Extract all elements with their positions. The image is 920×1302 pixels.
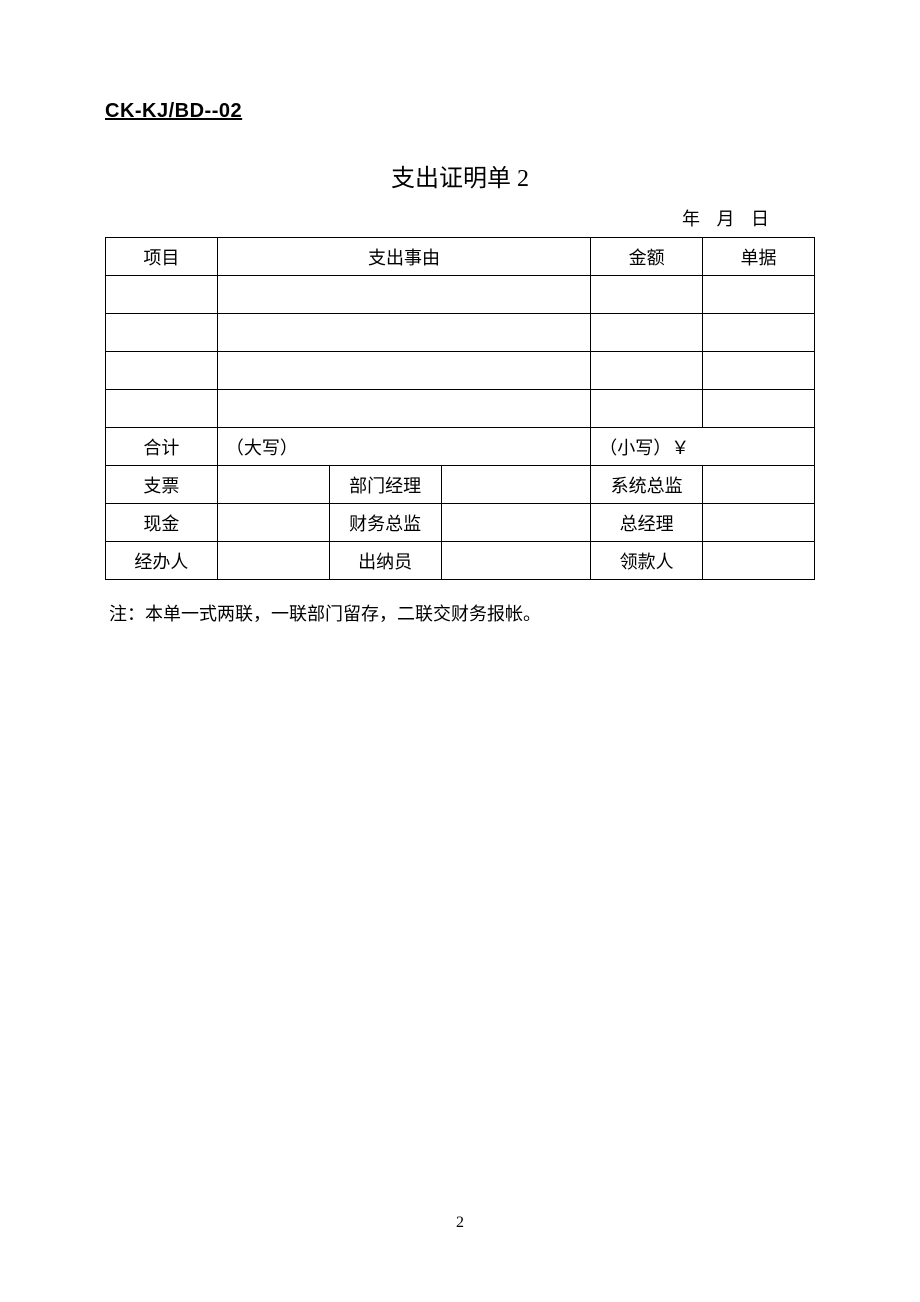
sign-sysdir-value bbox=[703, 466, 815, 504]
sign-row: 现金 财务总监 总经理 bbox=[106, 504, 815, 542]
sign-row: 支票 部门经理 系统总监 bbox=[106, 466, 815, 504]
header-receipt: 单据 bbox=[703, 238, 815, 276]
sign-cashier-label: 出纳员 bbox=[329, 542, 441, 580]
expense-table: 项目 支出事由 金额 单据 bbox=[105, 237, 815, 580]
sign-deptmgr-label: 部门经理 bbox=[329, 466, 441, 504]
page-number: 2 bbox=[0, 1214, 920, 1232]
sign-gm-value bbox=[703, 504, 815, 542]
header-reason: 支出事由 bbox=[217, 238, 590, 276]
month-label: 月 bbox=[717, 209, 741, 229]
header-row: 项目 支出事由 金额 单据 bbox=[106, 238, 815, 276]
sign-cheque-label: 支票 bbox=[106, 466, 218, 504]
cell-reason bbox=[217, 352, 590, 390]
sign-payee-value bbox=[703, 542, 815, 580]
cell-receipt bbox=[703, 314, 815, 352]
sign-cash-value bbox=[217, 504, 329, 542]
cell-receipt bbox=[703, 390, 815, 428]
document-title: 支出证明单 2 bbox=[105, 158, 815, 193]
footnote: 注：本单一式两联，一联部门留存，二联交财务报帐。 bbox=[105, 600, 815, 626]
cell-item bbox=[106, 314, 218, 352]
cell-reason bbox=[217, 390, 590, 428]
sign-cfo-label: 财务总监 bbox=[329, 504, 441, 542]
table-row bbox=[106, 276, 815, 314]
cell-item bbox=[106, 276, 218, 314]
cell-reason bbox=[217, 276, 590, 314]
total-lowercase: （小写）￥ bbox=[591, 428, 815, 466]
cell-receipt bbox=[703, 276, 815, 314]
cell-amount bbox=[591, 352, 703, 390]
table-row bbox=[106, 352, 815, 390]
sign-gm-label: 总经理 bbox=[591, 504, 703, 542]
date-line: 年 月 日 bbox=[105, 205, 815, 231]
sign-handler-label: 经办人 bbox=[106, 542, 218, 580]
header-item: 项目 bbox=[106, 238, 218, 276]
cell-item bbox=[106, 352, 218, 390]
sign-handler-value bbox=[217, 542, 329, 580]
sign-sysdir-label: 系统总监 bbox=[591, 466, 703, 504]
header-amount: 金额 bbox=[591, 238, 703, 276]
year-label: 年 bbox=[682, 209, 706, 229]
cell-receipt bbox=[703, 352, 815, 390]
cell-amount bbox=[591, 276, 703, 314]
cell-item bbox=[106, 390, 218, 428]
day-label: 日 bbox=[751, 209, 775, 229]
sign-deptmgr-value bbox=[441, 466, 591, 504]
cell-amount bbox=[591, 314, 703, 352]
sign-payee-label: 领款人 bbox=[591, 542, 703, 580]
table-row bbox=[106, 314, 815, 352]
sign-cheque-value bbox=[217, 466, 329, 504]
document-code: CK-KJ/BD--02 bbox=[105, 100, 815, 123]
total-uppercase: （大写） bbox=[217, 428, 590, 466]
cell-reason bbox=[217, 314, 590, 352]
sign-cfo-value bbox=[441, 504, 591, 542]
sign-cash-label: 现金 bbox=[106, 504, 218, 542]
total-label: 合计 bbox=[106, 428, 218, 466]
sign-cashier-value bbox=[441, 542, 591, 580]
sign-row: 经办人 出纳员 领款人 bbox=[106, 542, 815, 580]
total-row: 合计 （大写） （小写）￥ bbox=[106, 428, 815, 466]
cell-amount bbox=[591, 390, 703, 428]
table-row bbox=[106, 390, 815, 428]
